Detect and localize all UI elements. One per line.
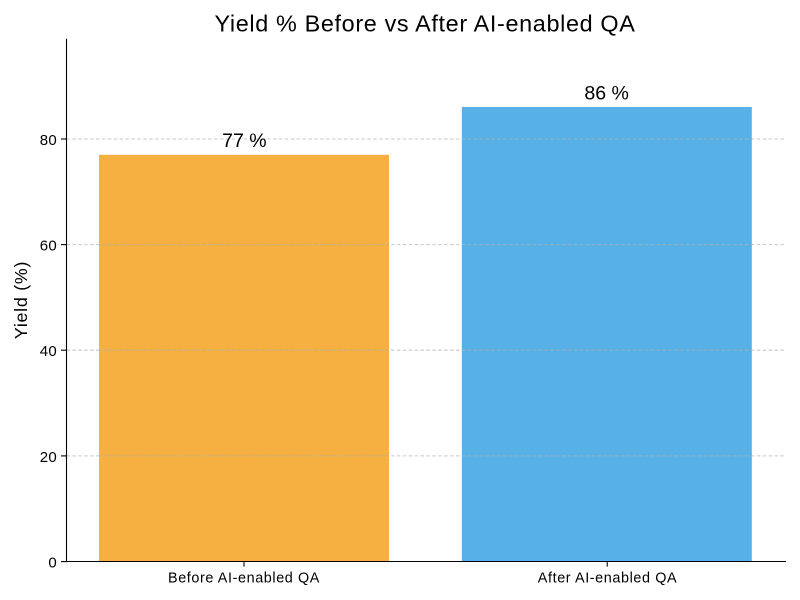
- svg-text:Before AI-enabled QA: Before AI-enabled QA: [168, 570, 320, 586]
- svg-text:86 %: 86 %: [584, 82, 628, 104]
- svg-text:60: 60: [40, 238, 57, 255]
- svg-text:Yield % Before vs After AI-ena: Yield % Before vs After AI-enabled QA: [214, 11, 635, 37]
- svg-text:Yield (%): Yield (%): [11, 261, 31, 339]
- svg-text:40: 40: [40, 343, 57, 360]
- svg-text:80: 80: [40, 132, 57, 149]
- svg-text:20: 20: [40, 449, 57, 466]
- svg-text:0: 0: [48, 554, 57, 571]
- svg-text:After AI-enabled QA: After AI-enabled QA: [538, 570, 677, 586]
- svg-text:77 %: 77 %: [222, 130, 266, 152]
